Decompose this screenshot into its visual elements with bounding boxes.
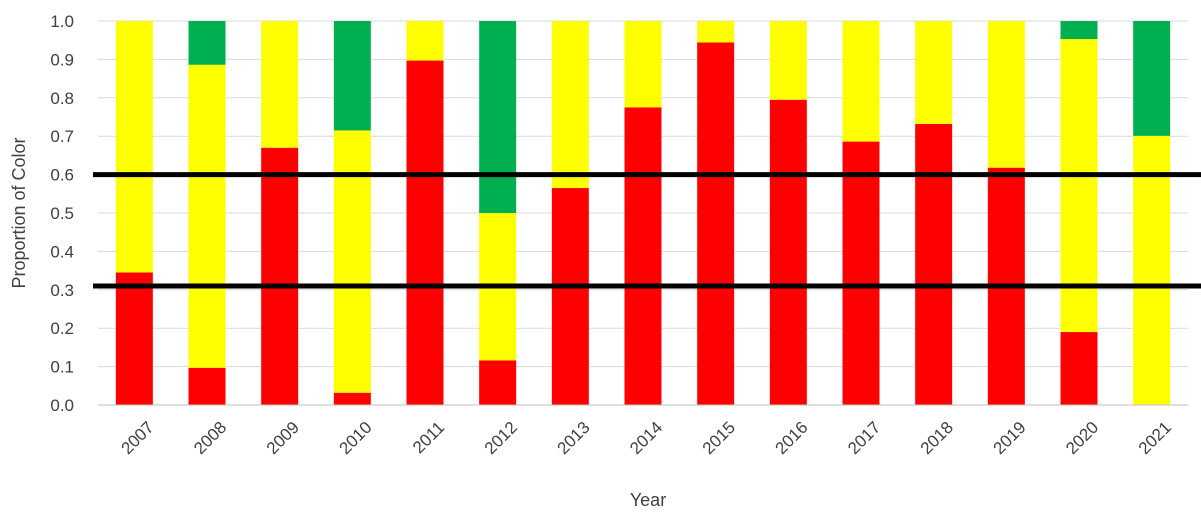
bar-segment bbox=[261, 147, 299, 405]
x-tick-label: 2008 bbox=[190, 418, 230, 458]
bar-segment bbox=[188, 367, 226, 405]
x-tick-label: 2012 bbox=[481, 418, 521, 458]
x-tick-label: 2020 bbox=[1062, 418, 1102, 458]
y-tick-labels: 0.0 0.1 0.2 0.3 0.4 0.5 0.6 0.7 0.8 0.9 1.0 bbox=[50, 12, 74, 415]
bar-segment bbox=[1133, 135, 1171, 406]
y-tick-label: 0.2 bbox=[50, 319, 74, 338]
bar-segment bbox=[115, 21, 153, 273]
bar-segment bbox=[479, 360, 517, 405]
y-tick-label: 0.8 bbox=[50, 89, 74, 108]
y-tick-label: 0.5 bbox=[50, 204, 74, 223]
y-tick-label: 0.0 bbox=[50, 396, 74, 415]
y-tick-label: 0.1 bbox=[50, 358, 74, 377]
bar-segment bbox=[697, 21, 735, 43]
bar-segment bbox=[842, 141, 880, 406]
bar-segment bbox=[769, 21, 807, 100]
x-tick-label: 2009 bbox=[263, 418, 303, 458]
bar-segment bbox=[987, 21, 1025, 168]
x-tick-label: 2017 bbox=[844, 418, 884, 458]
y-axis-title: Proportion of Color bbox=[9, 137, 29, 288]
x-tick-label: 2014 bbox=[626, 418, 666, 458]
bar-segment bbox=[479, 21, 517, 213]
bar-segment bbox=[915, 21, 953, 124]
y-tick-label: 0.3 bbox=[50, 281, 74, 300]
x-tick-labels: 2007 2008 2009 2010 2011 2012 2013 2014 2015 2016… bbox=[117, 418, 1175, 458]
bar-series bbox=[115, 21, 1171, 406]
bar-segment bbox=[333, 21, 371, 131]
x-tick-label: 2010 bbox=[335, 418, 375, 458]
y-tick-label: 1.0 bbox=[50, 12, 74, 31]
bar-segment bbox=[769, 99, 807, 405]
y-tick-label: 0.7 bbox=[50, 127, 74, 146]
bar-segment bbox=[1060, 39, 1098, 333]
bar-segment bbox=[333, 392, 371, 405]
y-tick-label: 0.4 bbox=[50, 242, 74, 261]
bar-segment bbox=[188, 21, 226, 65]
x-tick-label: 2018 bbox=[917, 418, 957, 458]
bar-segment bbox=[842, 21, 880, 142]
bar-segment bbox=[188, 64, 226, 368]
bar-segment bbox=[624, 107, 662, 406]
x-tick-label: 2011 bbox=[409, 418, 448, 457]
y-tick-label: 0.9 bbox=[50, 50, 74, 69]
x-tick-label: 2021 bbox=[1135, 418, 1175, 458]
x-tick-label: 2015 bbox=[699, 418, 739, 458]
bar-segment bbox=[261, 21, 299, 148]
bar-segment bbox=[406, 60, 444, 405]
bar-segment bbox=[115, 272, 153, 405]
bar-segment bbox=[1133, 21, 1171, 136]
bar-segment bbox=[333, 130, 371, 393]
bar-segment bbox=[551, 21, 589, 189]
x-tick-label: 2019 bbox=[989, 418, 1029, 458]
y-tick-label: 0.6 bbox=[50, 166, 74, 185]
reference-lines bbox=[93, 172, 1201, 289]
bar-segment bbox=[1060, 21, 1098, 40]
bar-segment bbox=[406, 21, 444, 61]
x-axis-title: Year bbox=[630, 490, 666, 510]
x-tick-label: 2013 bbox=[553, 418, 593, 458]
bar-segment bbox=[915, 123, 953, 406]
x-tick-label: 2007 bbox=[117, 418, 157, 458]
bar-segment bbox=[1060, 332, 1098, 405]
bar-segment bbox=[697, 42, 735, 406]
x-tick-label: 2016 bbox=[771, 418, 811, 458]
bar-segment bbox=[624, 21, 662, 108]
bar-segment bbox=[551, 188, 589, 405]
